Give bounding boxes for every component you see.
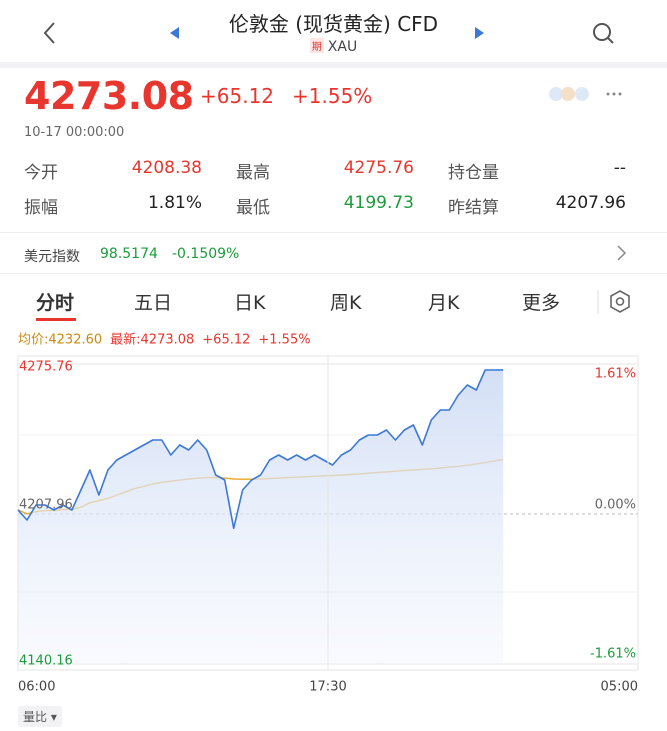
y-tick-label: 4140.16 — [19, 654, 73, 669]
stat-value: 4275.76 — [343, 158, 414, 178]
stat-label: 最高 — [236, 163, 270, 183]
volume-ratio-button[interactable]: 量比 ▾ — [18, 706, 62, 727]
stat-value: 1.81% — [147, 193, 202, 213]
stat-label: 振幅 — [24, 198, 58, 218]
price-area — [18, 369, 504, 664]
tab-indicator — [36, 318, 76, 321]
change-pct: +1.55% — [292, 84, 373, 108]
price-line — [17, 369, 504, 530]
legend-entry: +1.55% — [258, 333, 310, 348]
legend-entry: 均价:4232.60 — [18, 333, 102, 348]
tab[interactable]: 五日 — [134, 292, 173, 314]
back-button[interactable] — [40, 20, 60, 46]
title: 伦敦金 (现货黄金) CFD — [228, 12, 439, 36]
index-change: -0.1509% — [172, 246, 240, 262]
code: XAU — [327, 39, 358, 55]
tab[interactable]: 周K — [330, 292, 362, 314]
legend-entry: 最新:4273.08 — [110, 332, 194, 348]
index-value: 98.5174 — [100, 246, 158, 262]
y-tick-label: 4275.76 — [19, 360, 73, 375]
button-label: 量比 — [23, 710, 48, 724]
price: 4273.08 — [24, 74, 194, 118]
change: +65.12 — [200, 84, 275, 108]
y2-tick-label: 0.00% — [595, 498, 636, 513]
badge: 期 — [309, 38, 324, 53]
prev-button[interactable] — [168, 26, 180, 40]
nav-bar — [0, 0, 667, 68]
quote-time: 10-17 00:00:00 — [24, 125, 125, 140]
stat-value: 4208.38 — [131, 158, 202, 178]
tab[interactable]: 月K — [428, 292, 460, 314]
stat-label: 持仓量 — [448, 163, 499, 183]
subtitle: 期 XAU — [0, 38, 667, 55]
index-name: 美元指数 — [24, 249, 80, 265]
stat-value: -- — [613, 158, 626, 178]
stat-label: 今开 — [24, 163, 58, 183]
toolbar-icons[interactable] — [546, 84, 626, 104]
tab[interactable]: 更多 — [522, 292, 561, 314]
legend-entry: +65.12 — [202, 333, 250, 348]
index-bar[interactable]: 美元指数 98.5174 -0.1509% — [0, 232, 667, 274]
x-tick-label: 17:30 — [309, 680, 346, 695]
y2-tick-label: -1.61% — [590, 647, 636, 662]
stat-value: 4207.96 — [555, 193, 626, 213]
stat-value: 4199.73 — [343, 193, 414, 213]
chevron — [617, 245, 627, 261]
stat-label: 昨结算 — [448, 198, 499, 218]
search-button[interactable] — [592, 22, 616, 46]
next-button[interactable] — [474, 26, 486, 40]
y2-tick-label: 1.61% — [595, 367, 636, 382]
y-tick-label: 4207.96 — [19, 498, 73, 513]
x-tick-label: 06:00 — [18, 680, 55, 695]
tab[interactable]: 日K — [234, 292, 266, 314]
x-tick-label: 05:00 — [601, 680, 638, 695]
stat-label: 最低 — [236, 198, 270, 218]
settings-button[interactable] — [596, 288, 646, 316]
tab[interactable]: 分时 — [36, 292, 75, 314]
